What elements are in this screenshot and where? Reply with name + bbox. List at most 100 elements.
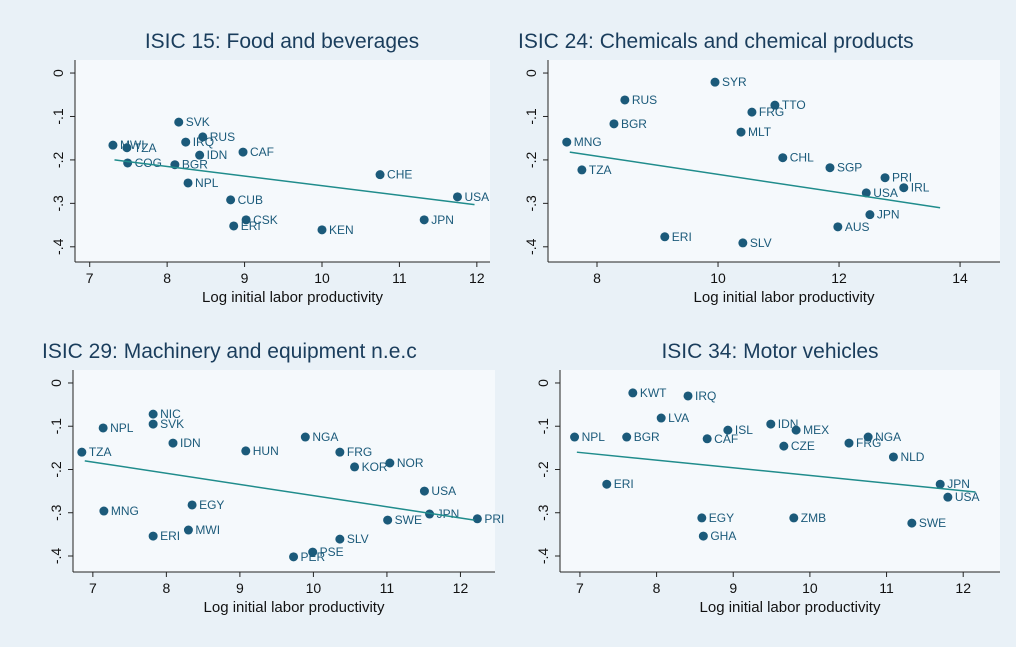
point <box>833 222 843 232</box>
x-tick-label: 10 <box>802 580 818 596</box>
point <box>300 432 310 442</box>
x-tick-label: 11 <box>879 580 894 596</box>
point-label: CZE <box>791 439 815 453</box>
y-tick-label: -.3 <box>535 504 551 521</box>
point-label: SGP <box>837 161 862 175</box>
y-tick-label: 0 <box>535 379 551 387</box>
point <box>723 425 733 435</box>
point <box>736 127 746 137</box>
y-tick-label: -.1 <box>50 108 66 125</box>
point-label: IRQ <box>193 135 214 149</box>
x-axis-label: Log initial labor productivity <box>202 289 383 306</box>
point <box>308 547 318 557</box>
point-label: CHL <box>790 151 814 165</box>
point <box>656 413 666 423</box>
y-tick-label: -.1 <box>523 108 539 125</box>
point <box>148 531 158 541</box>
point <box>238 147 248 157</box>
point <box>229 221 239 231</box>
point-label: FRG <box>347 445 372 459</box>
point <box>888 452 898 462</box>
point <box>861 188 871 198</box>
point <box>350 462 360 472</box>
y-tick-label: -.1 <box>535 418 551 435</box>
point-label: SVK <box>186 115 210 129</box>
y-tick-label: -.2 <box>50 152 66 169</box>
y-tick-label: -.2 <box>535 461 551 478</box>
point-label: ERI <box>241 219 261 233</box>
y-tick-label: 0 <box>48 379 64 387</box>
point <box>383 515 393 525</box>
point <box>148 419 158 429</box>
point <box>174 117 184 127</box>
point-label: EGY <box>709 511 734 525</box>
point-label: MWI <box>195 523 220 537</box>
point-label: NGA <box>875 430 901 444</box>
point-label: CSK <box>253 213 278 227</box>
point <box>577 165 587 175</box>
point <box>770 100 780 110</box>
point <box>241 215 251 225</box>
point-label: BGR <box>634 430 660 444</box>
point-label: GHA <box>710 529 736 543</box>
fit-line <box>576 451 976 493</box>
y-tick-label: -.2 <box>523 152 539 169</box>
point <box>148 409 158 419</box>
point <box>865 210 875 220</box>
x-axis-label: Log initial labor productivity <box>700 599 881 616</box>
point-label: MNG <box>111 504 139 518</box>
y-tick-label: -.4 <box>48 548 64 565</box>
point <box>880 173 890 183</box>
point-label: MEX <box>803 423 829 437</box>
x-tick-label: 8 <box>163 270 171 286</box>
point-label: IDN <box>207 148 228 162</box>
x-tick-label: 12 <box>831 270 847 286</box>
y-tick-label: -.3 <box>50 195 66 212</box>
point <box>602 479 612 489</box>
y-tick-label: -.3 <box>48 504 64 521</box>
point <box>844 438 854 448</box>
y-tick-label: -.4 <box>50 238 66 255</box>
point <box>683 391 693 401</box>
point-label: KOR <box>362 460 388 474</box>
point-label: RUS <box>210 130 235 144</box>
x-tick-label: 8 <box>162 580 170 596</box>
point-label: JPN <box>877 208 900 222</box>
point <box>628 388 638 398</box>
point <box>825 163 835 173</box>
chart-title: ISIC 34: Motor vehicles <box>661 340 878 363</box>
point <box>289 552 299 562</box>
point <box>472 514 482 524</box>
point-label: SWE <box>395 513 422 527</box>
x-tick-label: 9 <box>236 580 244 596</box>
point-label: EGY <box>199 498 224 512</box>
x-tick-label: 12 <box>955 580 971 596</box>
point <box>452 192 462 202</box>
point <box>183 178 193 188</box>
y-tick-label: -.1 <box>48 418 64 435</box>
fit-line <box>114 159 475 206</box>
point-label: JPN <box>947 477 970 491</box>
point-label: IRQ <box>695 389 716 403</box>
point-label: SWE <box>919 516 946 530</box>
point <box>702 434 712 444</box>
point-label: CAF <box>714 432 738 446</box>
x-tick-label: 12 <box>453 580 469 596</box>
point <box>241 446 251 456</box>
point <box>123 158 133 168</box>
point-label: NGA <box>312 430 338 444</box>
point-label: SLV <box>347 532 369 546</box>
y-tick-label: 0 <box>523 69 539 77</box>
point-label: NPL <box>195 176 219 190</box>
point-label: IRL <box>911 181 930 195</box>
point-label: CHE <box>387 168 412 182</box>
point-label: ZMB <box>801 511 826 525</box>
point-label: BGR <box>182 158 208 172</box>
point-label: USA <box>431 484 456 498</box>
point <box>562 137 572 147</box>
point-label: ERI <box>672 230 692 244</box>
point <box>766 419 776 429</box>
chart-title: ISIC 29: Machinery and equipment n.e.c <box>42 340 417 363</box>
point <box>98 423 108 433</box>
plot-area <box>75 60 490 262</box>
